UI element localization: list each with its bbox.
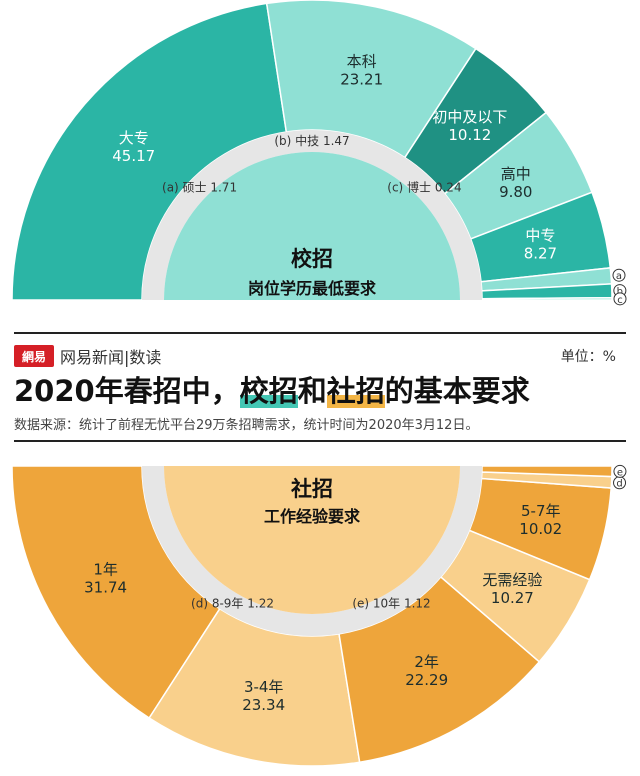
inner-ring — [142, 466, 482, 636]
title-part-3: 的基本要求 — [384, 374, 530, 408]
slice-value: 23.34 — [242, 696, 285, 714]
center-title: 校招 — [291, 247, 333, 271]
center-disc — [164, 466, 460, 614]
slice-value: 31.74 — [84, 578, 127, 596]
slice-value: 10.12 — [448, 126, 491, 144]
inner-label-e: (e) 10年 1.12 — [352, 597, 430, 611]
center-subtitle: 工作经验要求 — [264, 507, 361, 526]
slice-value: 22.29 — [405, 671, 448, 689]
slice-value: 8.27 — [524, 245, 557, 263]
title-highlight-social: 社招 — [326, 374, 385, 408]
slice-key-marker — [612, 268, 626, 282]
title-part-1: 2020年春招中， — [14, 374, 240, 408]
slice-label: 无需经验 — [482, 571, 542, 589]
data-source: 数据来源：统计了前程无忧平台29万条招聘需求，统计时间为2020年3月12日。 — [14, 418, 479, 433]
brand: 網易 网易新闻|数读 — [14, 344, 161, 368]
title-highlight-campus: 校招 — [239, 374, 298, 408]
slice-label: 1年 — [93, 560, 118, 578]
slice-label: 中专 — [525, 227, 555, 245]
slice-value: 45.17 — [112, 147, 155, 165]
bottom-rule — [14, 440, 626, 442]
slice-key-marker — [613, 464, 627, 478]
slice-key-letter: a — [616, 271, 622, 282]
netease-logo-icon: 網易 — [14, 345, 54, 367]
slice-key-marker — [613, 292, 627, 306]
slice-key-letter: d — [616, 479, 622, 490]
center-subtitle: 岗位学历最低要求 — [248, 279, 377, 298]
inner-label-b: (b) 中技 1.47 — [274, 133, 349, 148]
slice-c — [481, 296, 613, 301]
inner-label-a: (a) 硕士 1.71 — [162, 181, 237, 195]
slice-value: 9.80 — [499, 183, 532, 201]
inner-label-d: (d) 8-9年 1.22 — [191, 597, 274, 611]
center-title: 社招 — [290, 477, 333, 501]
slice-key-letter: c — [617, 295, 623, 306]
slice-label: 高中 — [501, 165, 531, 183]
slice-label: 初中及以下 — [432, 108, 507, 126]
inner-ring — [142, 130, 482, 300]
slice-value: 10.02 — [519, 520, 562, 538]
unit-label: 单位：% — [560, 349, 616, 365]
slice-label: 大专 — [119, 129, 149, 147]
title-part-2: 和 — [297, 374, 327, 408]
header-band: 網易 网易新闻|数读 单位：% 2020年春招中，校招和社招的基本要求 数据来源… — [0, 318, 640, 458]
inner-label-c: (c) 博士 0.24 — [387, 180, 461, 195]
slice-label: 5-7年 — [521, 502, 561, 520]
brand-name: 网易新闻|数读 — [60, 348, 162, 367]
slice-label: 3-4年 — [244, 678, 284, 696]
top-rule — [14, 332, 626, 334]
slice-label: 2年 — [414, 653, 439, 671]
slice-label: 本科 — [347, 52, 377, 70]
center-disc — [164, 152, 460, 300]
slice-value: 23.21 — [340, 70, 383, 88]
page-title: 2020年春招中，校招和社招的基本要求 — [14, 368, 530, 410]
slice-key-letter: b — [617, 287, 623, 298]
slice-key-letter: e — [617, 467, 623, 478]
slice-value: 10.27 — [491, 589, 534, 607]
